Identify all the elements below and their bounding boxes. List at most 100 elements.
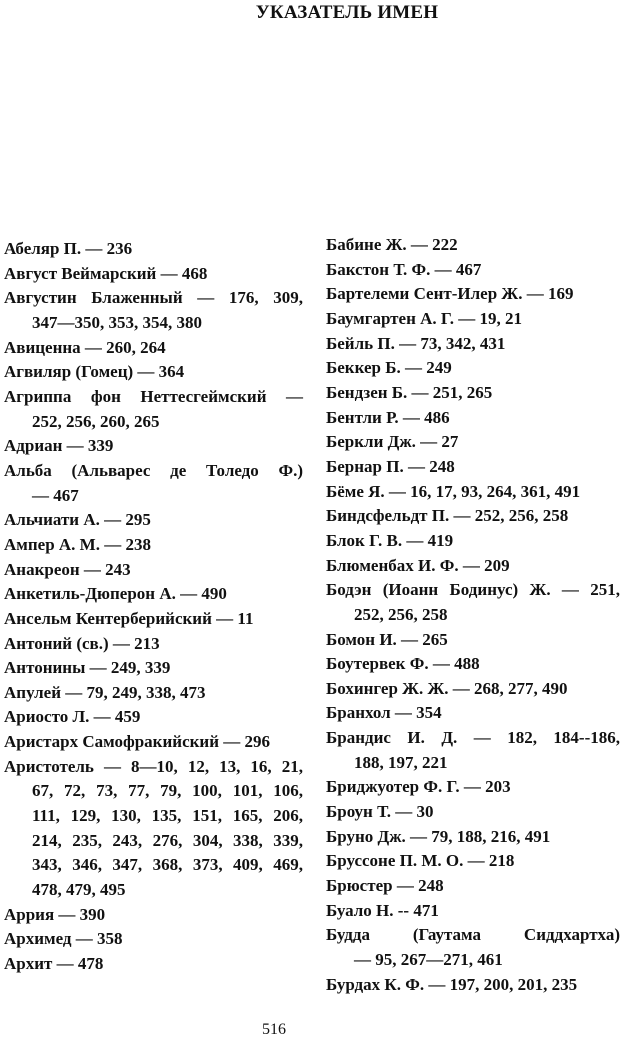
index-entry: Боутервек Ф. — 488: [326, 652, 620, 677]
index-entry: Ампер А. М. — 238: [4, 533, 303, 558]
index-entry-line: Бодэн (Иоанн Бодинус) Ж. — 251,: [326, 580, 620, 600]
index-entry-line: Беркли Дж. — 27: [326, 432, 459, 452]
index-entry: Анакреон — 243: [4, 558, 303, 583]
index-entry-line: Бартелеми Сент-Илер Ж. — 169: [326, 284, 574, 304]
index-entry: Броун Т. — 30: [326, 800, 620, 825]
index-column-left: Абеляр П. — 236 Август Веймарский — 468 Ав…: [4, 237, 303, 977]
index-entry: Архит — 478: [4, 952, 303, 977]
index-entry-continuation: 252, 256, 260, 265: [32, 411, 160, 431]
index-entry: Альба (Альварес де Толедо Ф.) — 467: [4, 459, 303, 508]
index-entry-line: Ариосто Л. — 459: [4, 707, 141, 727]
index-entry: Архимед — 358: [4, 927, 303, 952]
index-entry-line: Агвиляр (Гомец) — 364: [4, 362, 185, 382]
index-entry-line: Баумгартен А. Г. — 19, 21: [326, 308, 523, 328]
index-column-right: Бабине Ж. — 222 Бакстон Т. Ф. — 467 Бартел…: [326, 233, 620, 997]
index-entry: Бабине Ж. — 222: [326, 233, 620, 258]
index-entry: Будда (Гаутама Сиддхартха) — 95, 267—271,…: [326, 923, 620, 972]
index-entry: Аррия — 390: [4, 903, 303, 928]
index-entry-continuation: 347—350, 353, 354, 380: [32, 312, 202, 332]
index-entry-line: Аристарх Самофракийский — 296: [4, 732, 270, 752]
index-entry-line: Августин Блаженный — 176, 309,: [4, 288, 303, 308]
index-entry-continuation: 478, 479, 495: [32, 880, 126, 900]
index-entry: Августин Блаженный — 176, 309, 347—350, 3…: [4, 286, 303, 335]
index-entry-line: Бабине Ж. — 222: [326, 235, 458, 254]
index-entry: Абеляр П. — 236: [4, 237, 303, 262]
index-entry: Апулей — 79, 249, 338, 473: [4, 681, 303, 706]
index-entry: Ансельм Кентерберийский — 11: [4, 607, 303, 632]
index-entry-line: Бакстон Т. Ф. — 467: [326, 259, 482, 279]
index-entry-line: Анакреон — 243: [4, 559, 131, 579]
index-entry: Блок Г. В. — 419: [326, 529, 620, 554]
index-entry-line: Бентли Р. — 486: [326, 407, 450, 427]
index-entry: Бруно Дж. — 79, 188, 216, 491: [326, 825, 620, 850]
index-entry-line: Ансельм Кентерберийский — 11: [4, 608, 254, 628]
index-entry: Аристотель — 8—10, 12, 13, 16, 21, 67, 72…: [4, 755, 303, 903]
index-entry-line: Бомон И. — 265: [326, 629, 448, 649]
index-entry-continuation: 214, 235, 243, 276, 304, 338, 339,: [32, 830, 303, 850]
index-entry-line: Брюстер — 248: [326, 876, 444, 896]
index-entry-continuation: 188, 197, 221: [354, 752, 448, 772]
index-entry-line: Анкетиль-Дюперон А. — 490: [4, 584, 227, 604]
index-entry: Биндсфельдт П. — 252, 256, 258: [326, 504, 620, 529]
index-entry: Бомон И. — 265: [326, 628, 620, 653]
index-entry: Бохингер Ж. Ж. — 268, 277, 490: [326, 677, 620, 702]
index-entry: Август Веймарский — 468: [4, 262, 303, 287]
index-entry-continuation: 252, 256, 258: [354, 604, 448, 624]
index-entry-line: Бруссоне П. М. О. — 218: [326, 851, 515, 871]
index-entry: Бранхол — 354: [326, 701, 620, 726]
index-entry: Брандис И. Д. — 182, 184--186, 188, 197, …: [326, 726, 620, 775]
index-entry-line: Биндсфельдт П. — 252, 256, 258: [326, 506, 569, 526]
index-entry-line: Бернар П. — 248: [326, 456, 455, 476]
index-entry: Бурдах К. Ф. — 197, 200, 201, 235: [326, 973, 620, 998]
index-entry: Беккер Б. — 249: [326, 356, 620, 381]
index-entry-line: Адриан — 339: [4, 436, 114, 456]
index-entry: Антоний (св.) — 213: [4, 632, 303, 657]
index-entry-line: Бриджуотер Ф. Г. — 203: [326, 777, 511, 797]
page-number: 516: [262, 1021, 286, 1038]
index-entry-line: Альба (Альварес де Толедо Ф.): [4, 460, 303, 480]
index-entry-continuation: 67, 72, 73, 77, 79, 100, 101, 106,: [32, 781, 303, 801]
index-entry: Беркли Дж. — 27: [326, 430, 620, 455]
index-entry-line: Антонины — 249, 339: [4, 658, 171, 678]
index-entry-line: Брандис И. Д. — 182, 184--186,: [326, 728, 620, 748]
index-entry: Ариосто Л. — 459: [4, 705, 303, 730]
index-entry-line: Бендзен Б. — 251, 265: [326, 382, 493, 402]
index-entry-line: Абеляр П. — 236: [4, 239, 133, 258]
index-entry: Брюстер — 248: [326, 874, 620, 899]
index-entry-line: Блюменбах И. Ф. — 209: [326, 555, 510, 575]
index-entry-line: Бурдах К. Ф. — 197, 200, 201, 235: [326, 974, 578, 994]
index-entry-line: Агриппа фон Неттесгеймский —: [4, 386, 303, 406]
index-entry-line: Бёме Я. — 16, 17, 93, 264, 361, 491: [326, 481, 581, 501]
index-entry: Антонины — 249, 339: [4, 656, 303, 681]
index-entry-line: Альчиати А. — 295: [4, 510, 151, 530]
index-entry-line: Будда (Гаутама Сиддхартха): [326, 925, 620, 945]
index-entry: Бруссоне П. М. О. — 218: [326, 849, 620, 874]
index-entry: Адриан — 339: [4, 434, 303, 459]
index-entry: Бриджуотер Ф. Г. — 203: [326, 775, 620, 800]
index-entry-line: Бранхол — 354: [326, 703, 442, 723]
index-entry-line: Аристотель — 8—10, 12, 13, 16, 21,: [4, 756, 303, 776]
index-entry: Бодэн (Иоанн Бодинус) Ж. — 251, 252, 256,…: [326, 578, 620, 627]
index-entry-line: Архит — 478: [4, 954, 104, 974]
index-entry-continuation: — 467: [32, 485, 79, 505]
index-entry-line: Апулей — 79, 249, 338, 473: [4, 682, 206, 702]
index-entry: Баумгартен А. Г. — 19, 21: [326, 307, 620, 332]
index-entry: Бартелеми Сент-Илер Ж. — 169: [326, 282, 620, 307]
index-entry-line: Бруно Дж. — 79, 188, 216, 491: [326, 826, 551, 846]
index-entry-continuation: 111, 129, 130, 135, 151, 165, 206,: [32, 806, 303, 826]
index-entry: Авиценна — 260, 264: [4, 336, 303, 361]
index-entry-line: Боутервек Ф. — 488: [326, 654, 480, 674]
index-entry-line: Броун Т. — 30: [326, 802, 434, 822]
index-entry: Бейль П. — 73, 342, 431: [326, 332, 620, 357]
index-entry: Бёме Я. — 16, 17, 93, 264, 361, 491: [326, 480, 620, 505]
index-entry-continuation: — 95, 267—271, 461: [354, 950, 503, 970]
index-entry: Альчиати А. — 295: [4, 508, 303, 533]
index-entry-line: Буало Н. -- 471: [326, 900, 439, 920]
index-entry: Бакстон Т. Ф. — 467: [326, 258, 620, 283]
index-entry-line: Блок Г. В. — 419: [326, 530, 454, 550]
index-entry-line: Беккер Б. — 249: [326, 358, 452, 378]
index-entry-line: Бохингер Ж. Ж. — 268, 277, 490: [326, 678, 568, 698]
index-entry-line: Ампер А. М. — 238: [4, 534, 151, 554]
index-entry: Буало Н. -- 471: [326, 899, 620, 924]
index-entry: Аристарх Самофракийский — 296: [4, 730, 303, 755]
